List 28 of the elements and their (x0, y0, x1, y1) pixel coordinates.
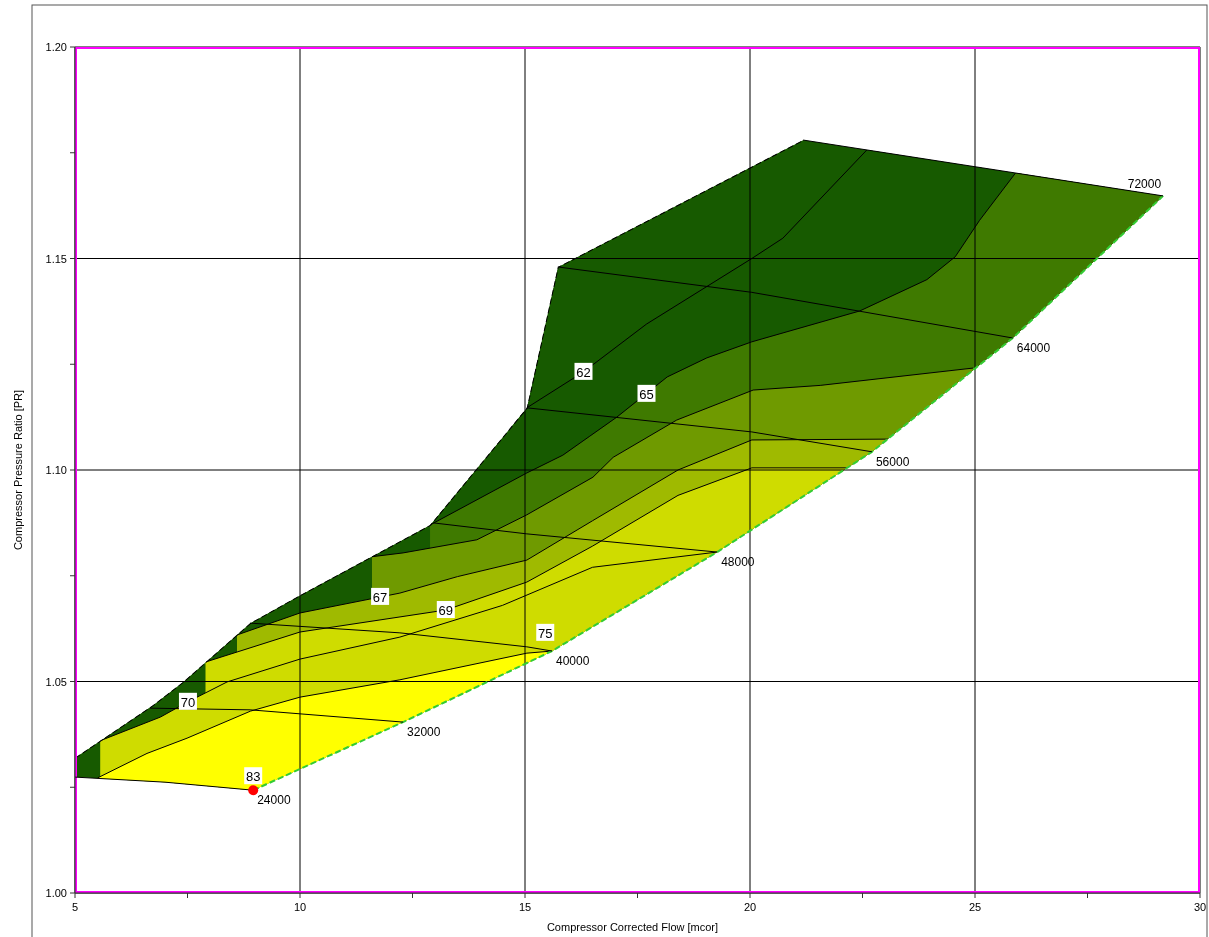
y-tick-label: 1.00 (45, 887, 67, 899)
annotation: 75 (538, 625, 553, 641)
series-label: 64000 (1016, 341, 1051, 356)
x-tick-label: 15 (518, 901, 532, 913)
annotation: 70 (180, 694, 196, 710)
annotation: 62 (576, 364, 591, 380)
x-tick-label: 10 (293, 901, 307, 913)
y-tick-label: 1.10 (45, 464, 67, 476)
annotation: 69 (438, 603, 454, 619)
annotation: 83 (245, 769, 261, 785)
annotation: 67 (372, 589, 388, 605)
y-axis-title: Compressor Pressure Ratio [PR] (12, 389, 24, 551)
x-tick-label: 5 (71, 901, 79, 913)
series-label: 56000 (875, 454, 910, 469)
point (248, 785, 259, 796)
series-label: 24000 (257, 793, 291, 808)
series-label: 32000 (407, 725, 441, 740)
x-tick-label: 25 (968, 901, 982, 913)
x-axis-title: Compressor Corrected Flow [mcor] (546, 921, 719, 933)
series-label: 40000 (556, 654, 590, 669)
y-tick-label: 1.15 (45, 252, 67, 265)
x-tick-label: 20 (743, 901, 757, 913)
x-tick-label: 30 (1193, 901, 1207, 913)
y-tick-label: 1.05 (45, 675, 67, 688)
series-label: 48000 (721, 555, 755, 570)
series-label: 72000 (1127, 176, 1162, 191)
y-tick-label: 1.20 (45, 41, 67, 53)
annotation: 65 (639, 386, 654, 402)
